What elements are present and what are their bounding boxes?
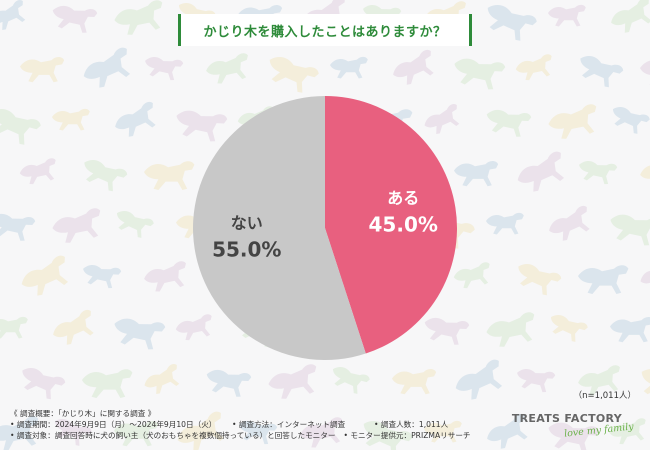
dog-silhouette — [114, 0, 163, 35]
dog-silhouette — [0, 316, 28, 339]
survey-summary: 《 調査概要：「かじり木」に関する調査 》 • 調査期間：2024年9月9日（月… — [10, 408, 471, 441]
dog-silhouette — [548, 422, 600, 450]
dog-silhouette — [579, 161, 618, 185]
slice-value-label: 55.0% — [212, 237, 281, 261]
dog-silhouette — [19, 158, 56, 185]
dog-silhouette — [424, 104, 460, 134]
dog-silhouette — [144, 161, 195, 190]
dog-silhouette — [83, 47, 131, 88]
dog-silhouette — [0, 213, 36, 241]
dog-silhouette — [52, 5, 98, 33]
dog-silhouette — [578, 365, 620, 396]
chart-title: かじり木を購入したことはありますか？ — [203, 24, 447, 40]
dog-silhouette — [580, 56, 624, 88]
dog-silhouette — [21, 255, 69, 296]
survey-method: • 調査方法：インターネット調査 — [232, 420, 346, 429]
dog-silhouette — [0, 416, 39, 450]
dog-silhouette — [175, 314, 212, 341]
dog-silhouette — [52, 208, 101, 243]
treats-factory-logo: TREATS FACTORY love my family — [512, 412, 638, 446]
logo-name: TREATS FACTORY — [511, 412, 622, 425]
dog-silhouette — [177, 411, 225, 450]
dog-silhouette — [206, 53, 248, 84]
survey-target: • 調査対象：調査回答時に犬の飼い主（犬のおもちゃを複数個持っている）と回答した… — [10, 431, 336, 440]
survey-heading: 《 調査概要：「かじり木」に関する調査 》 — [10, 409, 156, 418]
dog-silhouette — [114, 318, 166, 350]
dog-silhouette — [609, 418, 646, 445]
dog-silhouette — [517, 369, 556, 393]
dog-silhouette — [393, 49, 434, 85]
dog-silhouette — [83, 265, 122, 289]
dog-silhouette — [518, 264, 562, 296]
dog-silhouette — [206, 369, 252, 397]
chart-title-box: かじり木を購入したことはありますか？ — [178, 14, 472, 46]
dog-silhouette — [549, 205, 590, 241]
dog-silhouette — [515, 54, 552, 81]
dog-silhouette — [486, 212, 524, 235]
dog-silhouette — [0, 109, 41, 145]
dog-silhouette — [486, 312, 535, 347]
dog-silhouette — [611, 0, 650, 33]
dog-silhouette — [424, 317, 470, 345]
dog-silhouette — [548, 104, 597, 139]
dog-silhouette — [53, 309, 94, 345]
dog-silhouette — [115, 101, 156, 137]
dog-silhouette — [548, 4, 586, 27]
dog-silhouette — [268, 364, 317, 399]
dog-silhouette — [22, 368, 66, 400]
dog-silhouette — [300, 417, 342, 448]
dog-silhouette — [145, 57, 184, 81]
dog-silhouette — [0, 0, 26, 30]
dog-silhouette — [640, 60, 650, 85]
dog-silhouette — [332, 367, 370, 394]
survey-period: • 調査期間：2024年9月9日（月）～2024年9月10日（火） — [10, 420, 217, 429]
pie-slice-yes — [325, 96, 457, 354]
dog-silhouette — [114, 421, 159, 447]
dog-silhouette — [392, 369, 437, 395]
dog-silhouette — [487, 5, 537, 41]
dog-silhouette — [454, 58, 506, 90]
slice-label: ある — [387, 189, 419, 208]
pie-slice-no — [193, 96, 366, 360]
dog-silhouette — [640, 260, 650, 290]
dog-silhouette — [486, 109, 532, 137]
dog-silhouette — [455, 359, 503, 400]
dog-silhouette — [239, 421, 278, 445]
dog-silhouette — [363, 421, 413, 450]
dog-silhouette — [116, 211, 154, 238]
dog-silhouette — [424, 420, 462, 443]
dog-silhouette — [144, 261, 186, 292]
dog-silhouette — [517, 151, 565, 192]
dog-silhouette — [330, 56, 368, 79]
dog-silhouette — [269, 57, 319, 93]
slice-label: ない — [231, 213, 263, 232]
dog-silhouette — [84, 160, 128, 192]
dog-silhouette — [54, 419, 92, 446]
dog-silhouette — [144, 364, 180, 394]
survey-count: • 調査人数：1,011人 — [374, 420, 449, 429]
slice-value-label: 45.0% — [369, 213, 438, 237]
dog-silhouette — [176, 110, 228, 142]
survey-provider: • モニター提供元：PRIZMAリサーチ — [343, 431, 471, 440]
dog-silhouette — [453, 262, 490, 289]
dog-silhouette — [550, 315, 588, 342]
sample-size-note: （n=1,011人） — [573, 391, 636, 401]
dog-silhouette — [612, 107, 650, 134]
dog-silhouette — [487, 413, 528, 449]
dog-silhouette — [610, 214, 650, 246]
